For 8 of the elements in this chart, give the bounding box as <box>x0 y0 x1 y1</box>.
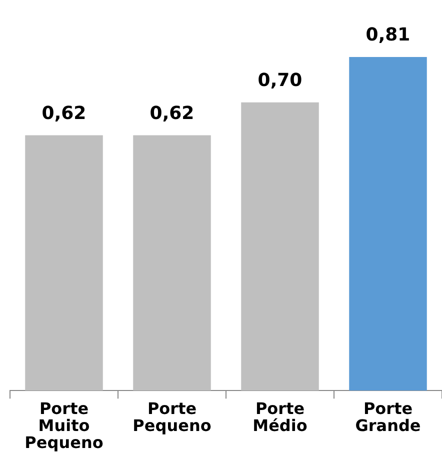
data-label: 0,62 <box>42 102 86 124</box>
data-label: 0,81 <box>366 24 410 46</box>
x-tick-label: Porte Médio <box>252 399 308 435</box>
data-label: 0,70 <box>258 70 302 92</box>
x-tick-label: Porte Grande <box>355 399 421 435</box>
data-label: 0,62 <box>150 102 194 124</box>
x-tick-label: Porte Pequeno <box>132 399 212 435</box>
x-tick-label: Porte Muito Pequeno <box>24 399 104 452</box>
